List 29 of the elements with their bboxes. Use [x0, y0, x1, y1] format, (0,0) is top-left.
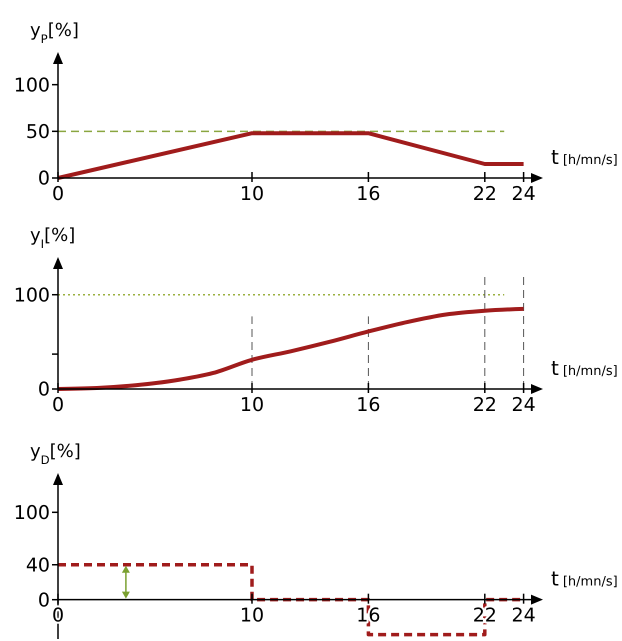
- x-tick-label: 22: [472, 604, 497, 627]
- y-tick-label: 0: [38, 378, 50, 401]
- x-axis-title: t [h/mn/s]: [551, 356, 618, 380]
- y-tick-label: 100: [14, 502, 50, 524]
- x-tick-label: 22: [472, 394, 497, 416]
- x-tick-label: 10: [240, 394, 264, 416]
- x-axis-title: t [h/mn/s]: [551, 145, 618, 169]
- y-tick-label: 40: [26, 554, 50, 576]
- y-axis-title: y$_{P}$[%]: [30, 20, 79, 46]
- x-tick-label: 22: [472, 183, 497, 205]
- x-tick-label: 0: [52, 394, 64, 416]
- x-tick-label: 10: [240, 183, 264, 205]
- y-tick-label: 50: [26, 120, 50, 143]
- y-tick-label: 0: [38, 589, 50, 612]
- y-tick-label: 100: [14, 284, 50, 306]
- x-tick-label: 16: [356, 604, 380, 627]
- line-series: [56, 306, 526, 391]
- y-axis-title: y$_{I}$[%]: [30, 225, 76, 251]
- y-tick-label: 0: [38, 168, 50, 190]
- x-axis-title: t [h/mn/s]: [551, 566, 618, 591]
- x-tick-label: 0: [52, 183, 64, 205]
- x-tick-label: 16: [356, 394, 380, 416]
- x-tick-label: 24: [512, 604, 536, 627]
- x-tick-label: 10: [240, 604, 264, 627]
- y-axis-title: y$_{D}$[%]: [30, 441, 81, 467]
- x-tick-label: 16: [356, 183, 380, 205]
- y-tick-label: 100: [14, 74, 50, 96]
- x-tick-label: 24: [512, 394, 536, 416]
- x-tick-label: 24: [512, 183, 536, 205]
